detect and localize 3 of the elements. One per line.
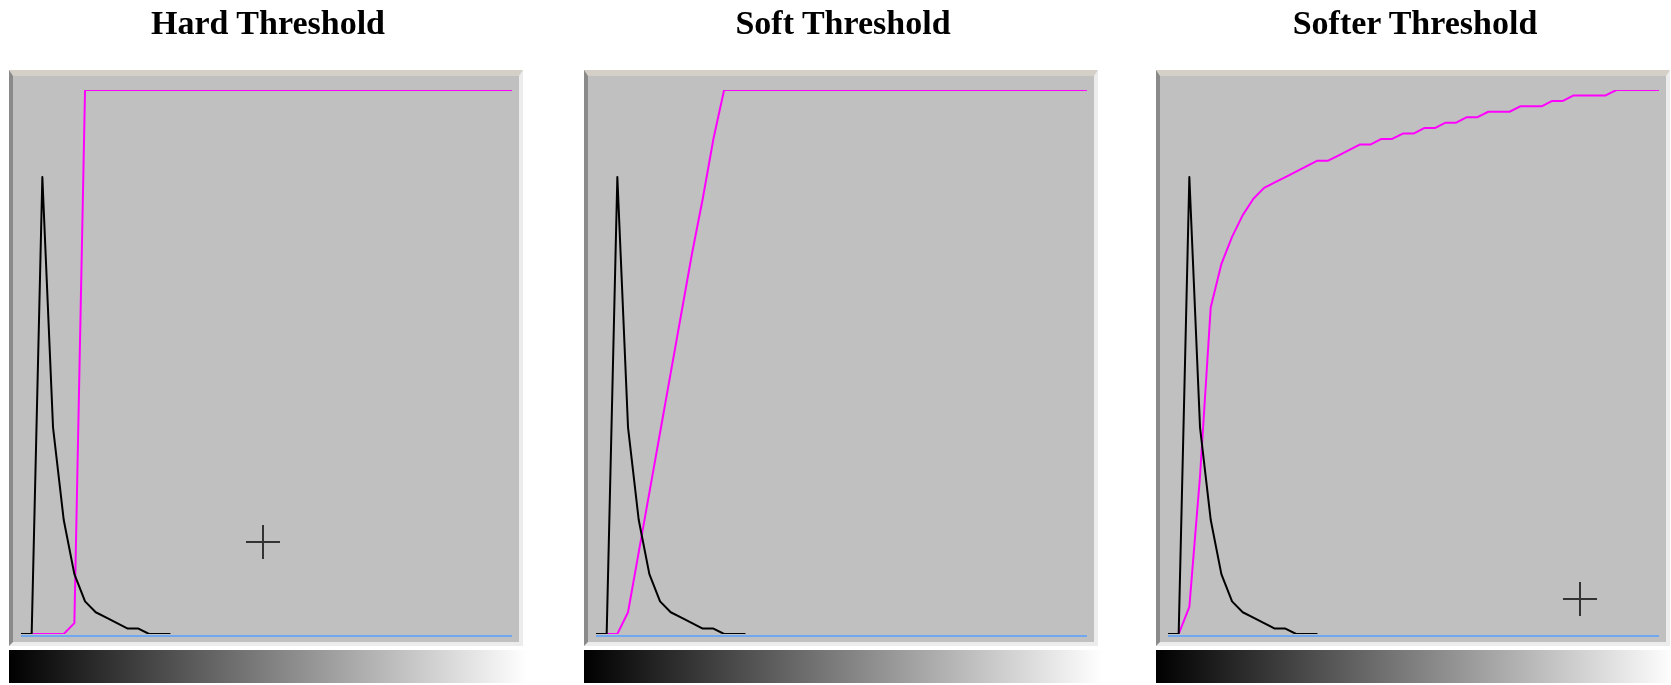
chart-title: Hard Threshold	[150, 4, 386, 42]
chart-title: Soft Threshold	[734, 4, 952, 42]
chart-title: Softer Threshold	[1291, 4, 1539, 42]
